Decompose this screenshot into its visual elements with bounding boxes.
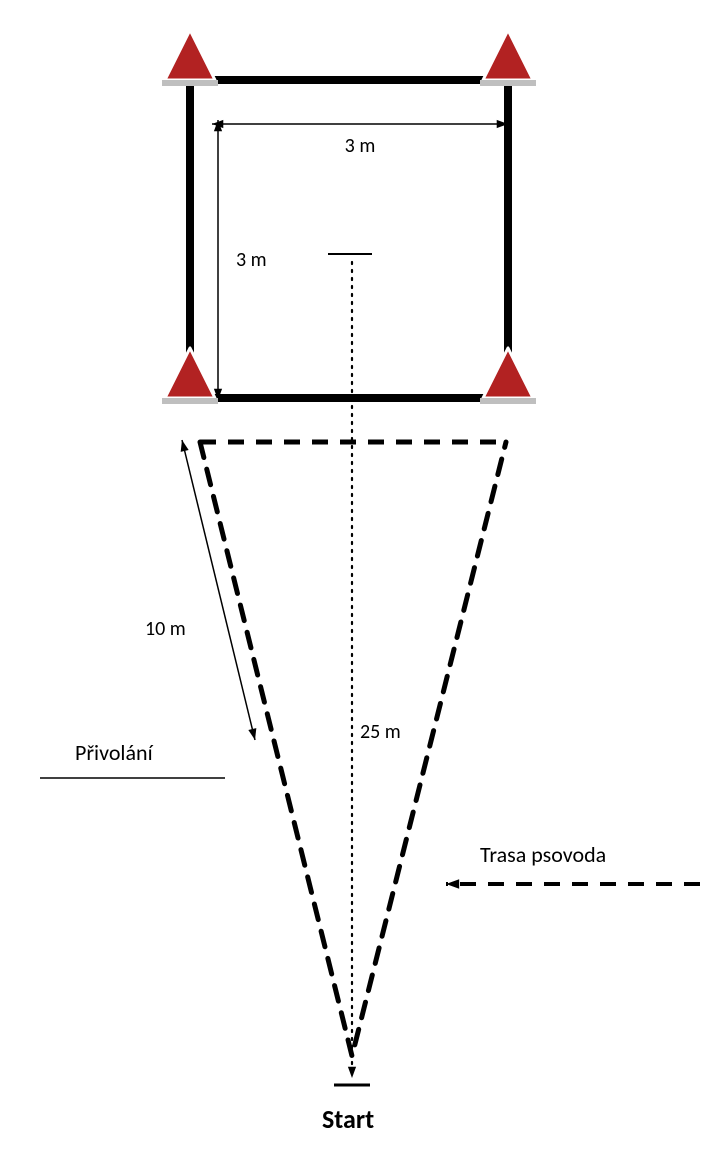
recall-label: Přivolání [75, 739, 154, 766]
dim-width-label: 3 m [345, 134, 376, 158]
dim-height-label: 3 m [236, 248, 267, 272]
handler-route-label: Trasa psovoda [480, 841, 606, 868]
dim-10m-label: 10 m [145, 617, 186, 641]
start-label: Start [322, 1103, 374, 1135]
dim-25m-label: 25 m [360, 720, 401, 744]
